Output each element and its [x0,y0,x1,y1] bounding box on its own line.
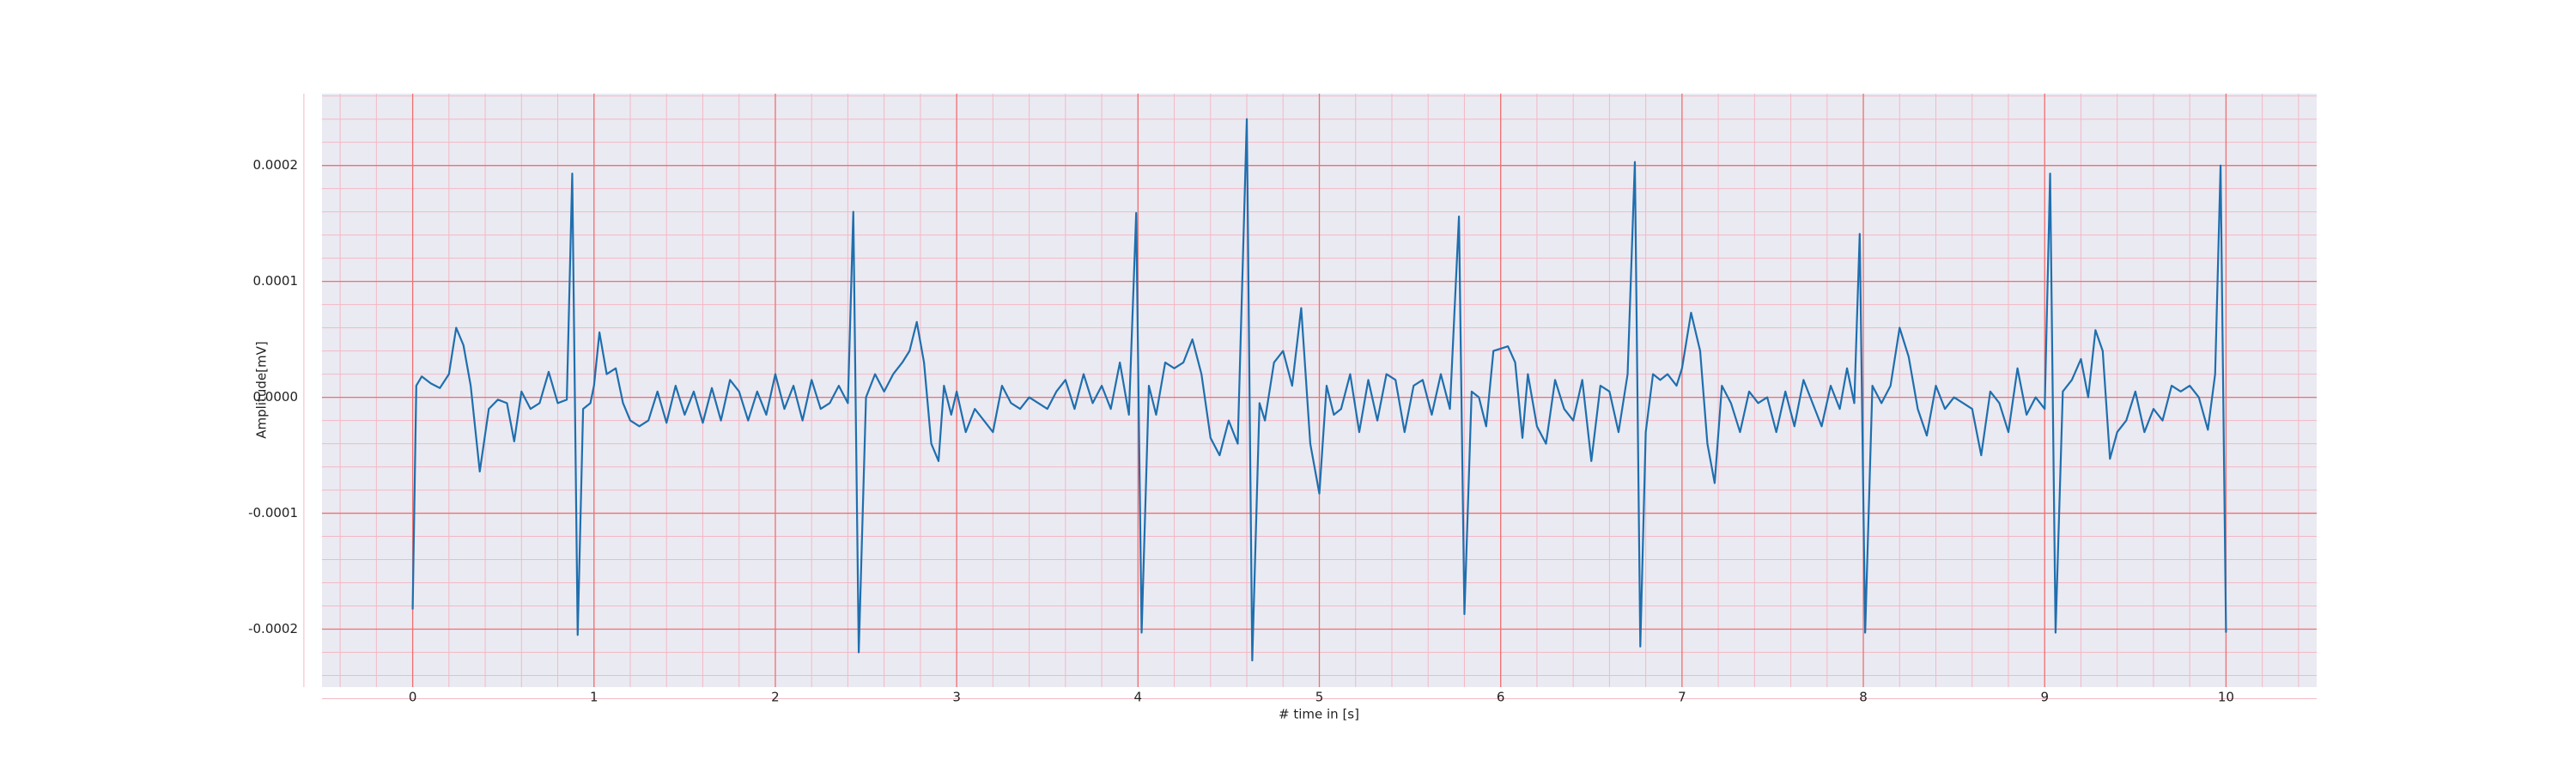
x-tick-label: 4 [1134,690,1143,705]
y-tick-label: 0.0002 [253,157,299,173]
y-tick-label: -0.0002 [248,621,298,636]
x-tick-label: 6 [1497,690,1505,705]
x-tick-label: 8 [1859,690,1868,705]
x-tick-label: 2 [771,690,780,705]
x-tick-label: 3 [952,690,961,705]
y-tick-label: 0.0001 [253,273,299,289]
y-tick-label: 0.0000 [253,389,299,405]
x-tick-label: 9 [2040,690,2049,705]
x-tick-label: 0 [409,690,417,705]
x-tick-label: 7 [1678,690,1686,705]
y-tick-label: -0.0001 [248,505,298,520]
x-tick-label: 5 [1315,690,1324,705]
x-tick-label: 10 [2218,690,2234,705]
signal-line [411,118,2227,662]
y-axis-label: Amplitude[mV] [254,341,270,438]
x-axis-label: # time in [s] [1279,707,1359,722]
x-tick-label: 1 [590,690,598,705]
